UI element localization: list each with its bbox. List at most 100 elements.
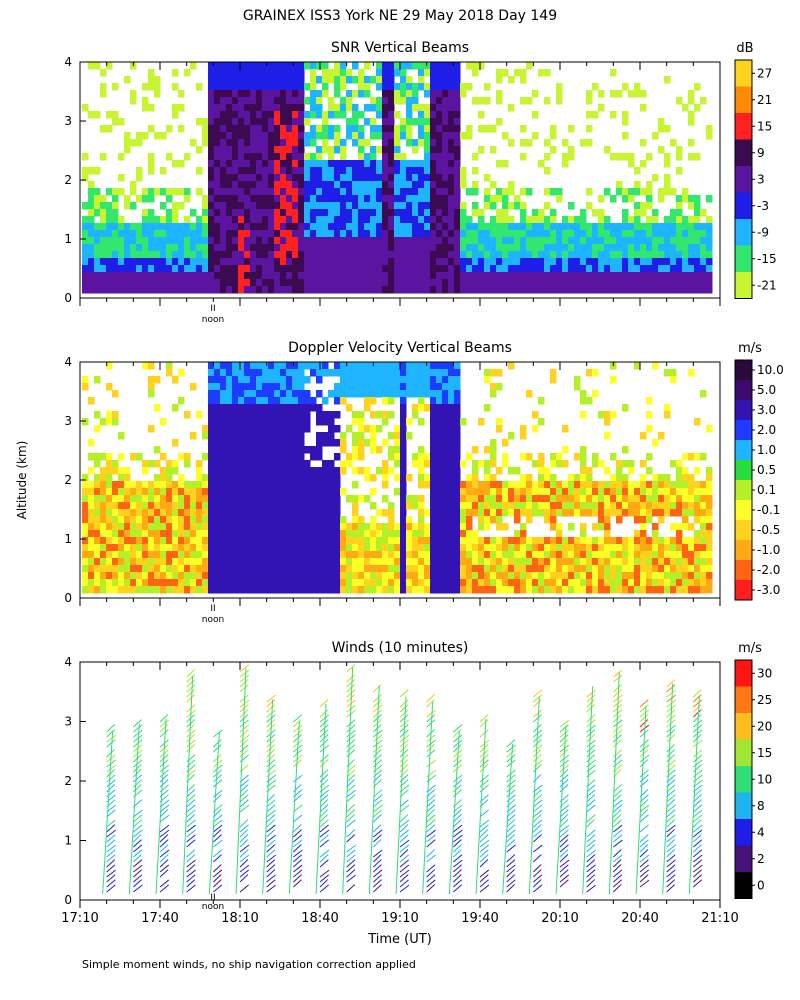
doppler-cell (706, 544, 713, 552)
snr-cell (310, 69, 317, 77)
doppler-cell (352, 369, 359, 377)
doppler-cell (598, 509, 605, 517)
snr-cell (280, 181, 287, 189)
snr-cell (652, 237, 659, 245)
snr-cell (670, 244, 677, 252)
doppler-cell (418, 467, 425, 475)
doppler-cell (274, 516, 281, 524)
snr-cell (424, 272, 431, 280)
doppler-cell (262, 474, 269, 482)
snr-cell (184, 223, 191, 231)
snr-cell (268, 111, 275, 119)
doppler-cell (376, 579, 383, 587)
doppler-cell (208, 432, 215, 440)
doppler-cell (250, 376, 257, 384)
snr-cell (448, 125, 455, 133)
doppler-cell (232, 586, 239, 594)
doppler-cell (220, 530, 227, 538)
doppler-cell (310, 537, 317, 545)
snr-cell (406, 97, 413, 105)
doppler-cell (646, 558, 653, 566)
doppler-cell (292, 502, 299, 510)
doppler-cell (370, 537, 377, 545)
doppler-cell (256, 530, 263, 538)
snr-cell (214, 209, 221, 217)
snr-cell (340, 223, 347, 231)
snr-cell (394, 258, 401, 266)
snr-cell (286, 181, 293, 189)
doppler-cell (640, 551, 647, 559)
snr-cell (286, 125, 293, 133)
snr-cell (286, 160, 293, 168)
snr-cell (352, 265, 359, 273)
snr-cell (418, 111, 425, 119)
snr-cell (322, 146, 329, 154)
doppler-cell (538, 418, 545, 426)
snr-cell (394, 83, 401, 91)
snr-cell (226, 265, 233, 273)
snr-cell (136, 286, 143, 294)
doppler-cell (406, 362, 413, 370)
snr-cell (382, 90, 389, 98)
snr-cell (364, 195, 371, 203)
snr-cell (292, 181, 299, 189)
snr-cell (190, 272, 197, 280)
doppler-cell (424, 544, 431, 552)
snr-cell (142, 97, 149, 105)
snr-cell (220, 230, 227, 238)
snr-cell (232, 230, 239, 238)
snr-cell (208, 104, 215, 112)
snr-cell (220, 83, 227, 91)
doppler-cell (172, 537, 179, 545)
snr-cell (460, 244, 467, 252)
doppler-cell (286, 558, 293, 566)
doppler-cell (466, 551, 473, 559)
doppler-cell (298, 488, 305, 496)
snr-cell (262, 62, 269, 70)
doppler-cell (220, 390, 227, 398)
snr-noon-label: noon (202, 315, 224, 325)
doppler-cell (454, 376, 461, 384)
doppler-cell (250, 579, 257, 587)
doppler-cell (328, 586, 335, 594)
doppler-cell (694, 572, 701, 580)
doppler-cell (448, 572, 455, 580)
snr-cell (694, 251, 701, 259)
snr-cell (640, 244, 647, 252)
doppler-cell (256, 537, 263, 545)
doppler-cell (172, 544, 179, 552)
snr-cell (160, 265, 167, 273)
snr-cell (598, 90, 605, 98)
doppler-cell (172, 481, 179, 489)
snr-cell (538, 265, 545, 273)
doppler-cell (622, 558, 629, 566)
doppler-cell (286, 376, 293, 384)
doppler-cell (364, 551, 371, 559)
snr-cell (292, 188, 299, 196)
snr-cell (526, 216, 533, 224)
doppler-cell (580, 495, 587, 503)
doppler-cell (274, 397, 281, 405)
doppler-cell (214, 495, 221, 503)
doppler-cell (316, 558, 323, 566)
doppler-cell (244, 558, 251, 566)
snr-cell (586, 188, 593, 196)
doppler-cell (472, 565, 479, 573)
doppler-cell (700, 488, 707, 496)
doppler-cell (82, 383, 89, 391)
doppler-cell (214, 502, 221, 510)
snr-cell (292, 118, 299, 126)
doppler-cell (286, 418, 293, 426)
snr-cell (370, 132, 377, 140)
snr-cell (244, 160, 251, 168)
snr-cell (322, 62, 329, 70)
snr-cell (226, 230, 233, 238)
snr-cell (334, 139, 341, 147)
snr-cell (358, 139, 365, 147)
doppler-cell (154, 551, 161, 559)
doppler-cell (382, 509, 389, 517)
doppler-cell (334, 537, 341, 545)
doppler-cell (436, 404, 443, 412)
doppler-cell (124, 572, 131, 580)
doppler-cell (628, 558, 635, 566)
